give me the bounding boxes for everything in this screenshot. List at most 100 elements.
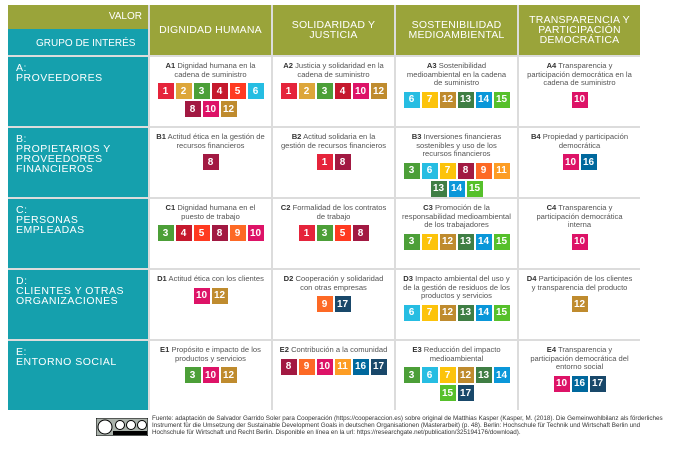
- value-cell: B3 Inversiones financieras sostenibles y…: [396, 128, 517, 197]
- row-label: ENTORNO SOCIAL: [16, 356, 117, 368]
- column-header: SOSTENIBILIDAD MEDIOAMBIENTAL: [396, 5, 517, 55]
- cell-code: D4: [526, 274, 537, 283]
- cc-license-icon: [96, 418, 148, 436]
- row-letter: D:: [16, 275, 28, 287]
- value-cell: E2 Contribución a la comunidad 8 9 10 11 16 17: [273, 341, 394, 410]
- cell-text: Transparencia y participación democrátic…: [530, 345, 629, 372]
- cell-description: B1 Actitud ética en la gestión de recurs…: [156, 132, 265, 150]
- sdg-badge: 2: [175, 83, 192, 100]
- sdg-badge: 14: [475, 304, 492, 321]
- value-cell: A4 Transparencia y participación democrá…: [519, 57, 640, 126]
- sdg-list: 3 6 7 8 9 11 13 14 15: [403, 162, 511, 197]
- sdg-badge: 10: [202, 367, 219, 384]
- row-letter: B:: [16, 133, 27, 145]
- sdg-badge: 15: [493, 91, 510, 108]
- cell-text: Propiedad y participación democrática: [542, 132, 629, 150]
- cell-text: Dignidad humana en la cadena de suminist…: [174, 61, 256, 79]
- cell-text: Actitud ética en la gestión de recursos …: [167, 132, 265, 150]
- sdg-badge: 6: [403, 91, 420, 108]
- sdg-list: 10 16 17: [526, 375, 634, 392]
- cell-text: Promoción de la responsabilidad medioamb…: [402, 203, 511, 230]
- cell-description: B2 Actitud solidaria en la gestión de re…: [279, 132, 388, 150]
- value-cell: A3 Sostenibilidad medioambiental en la c…: [396, 57, 517, 126]
- sdg-list: 12: [526, 296, 634, 313]
- sdg-badge: 17: [457, 385, 474, 402]
- cell-description: E3 Reducción del impacto medioambiental: [402, 345, 511, 363]
- sdg-list: 10 12: [157, 287, 265, 304]
- sdg-badge: 3: [403, 162, 420, 179]
- sdg-badge: 12: [571, 296, 588, 313]
- cell-code: E4: [546, 345, 557, 354]
- cell-description: D2 Cooperación y solidaridad con otras e…: [279, 274, 388, 292]
- cell-description: C4 Transparencia y participación democrá…: [525, 203, 634, 230]
- sdg-badge: 16: [571, 375, 588, 392]
- matrix: VALOR GRUPO DE INTERÉS DIGNIDAD HUMANA SO…: [8, 5, 640, 410]
- cell-code: B3: [411, 132, 422, 141]
- sdg-badge: 14: [448, 180, 465, 197]
- sdg-badge: 1: [298, 225, 315, 242]
- value-cell: D4 Participación de los clientes y trans…: [519, 270, 640, 339]
- sdg-badge: 10: [316, 358, 333, 375]
- cell-code: A3: [426, 61, 437, 70]
- sdg-list: 3 4 5 8 9 10: [157, 225, 265, 242]
- sdg-badge: 17: [589, 375, 606, 392]
- sdg-badge: 3: [157, 225, 174, 242]
- cell-text: Inversiones financieras sostenibles y us…: [416, 132, 502, 159]
- sdg-badge: 14: [475, 91, 492, 108]
- row-header: D: CLIENTES Y OTRAS ORGANIZACIONES: [8, 270, 148, 339]
- cell-description: A3 Sostenibilidad medioambiental en la c…: [402, 61, 511, 88]
- sdg-badge: 7: [421, 91, 438, 108]
- sdg-badge: 13: [475, 367, 492, 384]
- sdg-badge: 10: [553, 375, 570, 392]
- cell-text: Contribución a la comunidad: [291, 345, 388, 354]
- sdg-badge: 15: [439, 385, 456, 402]
- sdg-list: 1 2 3 4 10 12: [280, 83, 388, 100]
- sdg-badge: 5: [193, 225, 210, 242]
- value-cell: D3 Impacto ambiental del uso y de la ges…: [396, 270, 517, 339]
- cell-text: Actitud solidaria en la gestión de recur…: [280, 132, 387, 150]
- row-header: B: PROPIETARIOS Y PROVEEDORES FINANCIEROS: [8, 128, 148, 197]
- sdg-badge: 3: [316, 225, 333, 242]
- sdg-badge: 13: [457, 233, 474, 250]
- cell-code: B2: [291, 132, 302, 141]
- sdg-badge: 4: [334, 83, 351, 100]
- cell-text: Dignidad humana en el puesto de trabajo: [177, 203, 256, 221]
- sdg-badge: 8: [334, 154, 351, 171]
- cell-text: Participación de los clientes y transpar…: [531, 274, 633, 292]
- row-label: PERSONAS EMPLEADAS: [16, 214, 85, 236]
- cell-text: Justicia y solidaridad en la cadena de s…: [295, 61, 384, 79]
- sdg-badge: 9: [316, 296, 333, 313]
- sdg-badge: 6: [421, 367, 438, 384]
- sdg-badge: 12: [220, 367, 237, 384]
- sdg-badge: 16: [580, 154, 597, 171]
- cell-description: B3 Inversiones financieras sostenibles y…: [402, 132, 511, 159]
- sdg-badge: 3: [193, 83, 210, 100]
- sdg-list: 3 6 7 12 13 14 15 17: [403, 367, 511, 402]
- sdg-badge: 8: [280, 358, 297, 375]
- value-cell: D1 Actitud ética con los clientes 10 12: [150, 270, 271, 339]
- sdg-badge: 10: [193, 287, 210, 304]
- value-cell: C4 Transparencia y participación democrá…: [519, 199, 640, 268]
- sdg-badge: 2: [298, 83, 315, 100]
- sdg-badge: 1: [157, 83, 174, 100]
- sdg-badge: 7: [421, 233, 438, 250]
- value-cell: C3 Promoción de la responsabilidad medio…: [396, 199, 517, 268]
- value-cell: B1 Actitud ética en la gestión de recurs…: [150, 128, 271, 197]
- cell-description: D4 Participación de los clientes y trans…: [525, 274, 634, 292]
- cell-code: B4: [530, 132, 541, 141]
- sdg-badge: 10: [247, 225, 264, 242]
- cell-code: A4: [546, 61, 557, 70]
- cell-code: C1: [165, 203, 176, 212]
- sdg-badge: 5: [334, 225, 351, 242]
- cell-code: D1: [157, 274, 167, 283]
- sdg-badge: 12: [457, 367, 474, 384]
- cell-description: C3 Promoción de la responsabilidad medio…: [402, 203, 511, 230]
- sdg-badge: 7: [439, 367, 456, 384]
- sdg-badge: 12: [370, 83, 387, 100]
- cell-description: E4 Transparencia y participación democrá…: [525, 345, 634, 372]
- cell-description: D1 Actitud ética con los clientes: [157, 274, 264, 284]
- sdg-badge: 12: [439, 91, 456, 108]
- sdg-list: 6 7 12 13 14 15: [403, 304, 511, 321]
